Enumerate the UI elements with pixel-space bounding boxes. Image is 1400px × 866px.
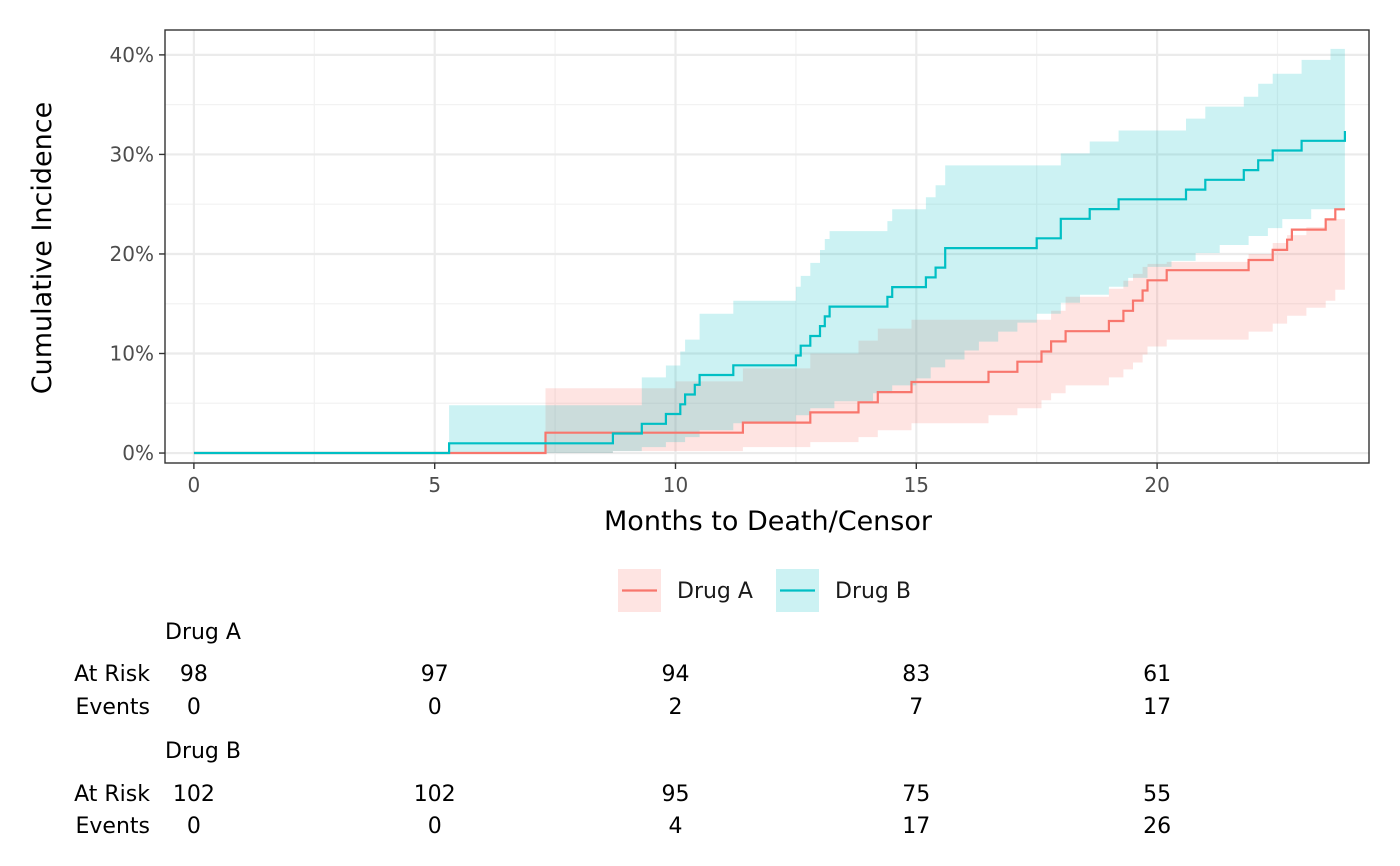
y-tick-label: 30%: [110, 142, 154, 166]
risk-table-events-value: 17: [1143, 695, 1171, 720]
risk-table-group-label: Drug B: [165, 739, 241, 764]
x-tick-label: 10: [663, 473, 688, 497]
risk-table-events-value: 2: [668, 695, 682, 720]
risk-table-at-risk-value: 98: [180, 662, 208, 687]
ci-band-drug-b: [193, 48, 1345, 454]
risk-table-events-value: 0: [187, 814, 201, 839]
x-tick-label: 20: [1144, 473, 1169, 497]
risk-table-at-risk-value: 61: [1143, 662, 1171, 687]
y-tick-label: 40%: [110, 43, 154, 67]
risk-table-at-risk-value: 55: [1143, 782, 1171, 807]
risk-table-events-value: 7: [909, 695, 923, 720]
x-tick-label: 15: [904, 473, 929, 497]
risk-table-at-risk-value: 102: [414, 782, 456, 807]
x-tick-label: 0: [188, 473, 201, 497]
risk-table-row-label: Events: [76, 814, 151, 839]
x-axis-title: Months to Death/Censor: [604, 506, 933, 537]
risk-table-events-value: 0: [187, 695, 201, 720]
panel-border: [164, 29, 1370, 464]
y-tick-label: 10%: [110, 342, 154, 366]
risk-table-at-risk-value: 83: [902, 662, 930, 687]
legend-label-drug-b: Drug B: [835, 579, 911, 604]
risk-table-events-value: 26: [1143, 814, 1171, 839]
risk-table-events-value: 17: [902, 814, 930, 839]
x-tick-label: 5: [428, 473, 441, 497]
risk-table-at-risk-value: 95: [661, 782, 689, 807]
risk-table-events-value: 4: [668, 814, 682, 839]
risk-table-row-label: At Risk: [74, 662, 150, 687]
plot-panel: [165, 30, 1369, 463]
risk-table-events-value: 0: [428, 695, 442, 720]
y-axis-title: Cumulative Incidence: [27, 102, 58, 394]
risk-table-at-risk-value: 97: [421, 662, 449, 687]
y-tick-label: 20%: [110, 242, 154, 266]
risk-table-at-risk-value: 102: [173, 782, 215, 807]
legend: Drug A Drug B: [618, 569, 911, 612]
legend-label-drug-a: Drug A: [677, 579, 753, 604]
risk-table-row-label: At Risk: [74, 782, 150, 807]
risk-table-at-risk-value: 94: [661, 662, 689, 687]
risk-table-at-risk-value: 75: [902, 782, 930, 807]
series-line-drug-b: [193, 131, 1346, 455]
series-line-drug-a: [193, 208, 1345, 455]
risk-table: Drug A At Risk Events 98 0 97 0 94 2 83 7 61 17 Drug …: [74, 620, 1171, 839]
risk-table-row-label: Events: [76, 695, 151, 720]
risk-table-group-label: Drug A: [165, 620, 241, 645]
y-tick-label: 0%: [122, 441, 154, 465]
ci-band-drug-a: [193, 219, 1345, 453]
axes: 0 5 10 15 20 0% 10% 20% 30% 40%: [110, 29, 1370, 497]
risk-table-events-value: 0: [428, 814, 442, 839]
